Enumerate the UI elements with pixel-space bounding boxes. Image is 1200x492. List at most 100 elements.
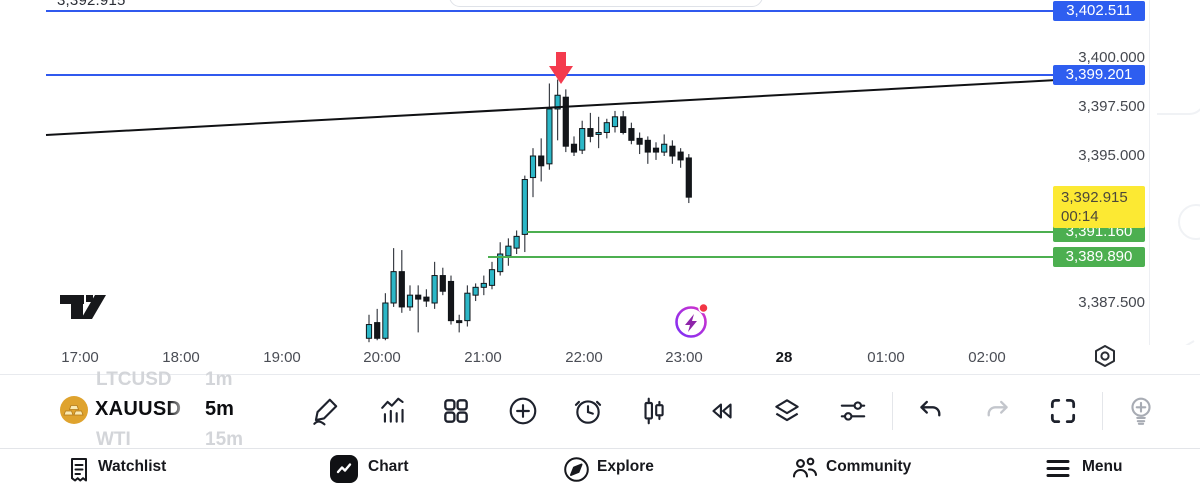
candle-down (439, 275, 446, 292)
blue-price-flag: 3,402.511 (1053, 1, 1145, 21)
time-axis[interactable]: 17:00 18:00 19:00 20:00 21:00 22:00 23:00 28 01:… (0, 345, 1200, 375)
carousel-prev-symbol: LTCUSD (96, 369, 172, 390)
candle-up (505, 245, 512, 257)
time-axis-label: 02:00 (968, 349, 1006, 366)
candle-down (620, 116, 627, 133)
indicators-icon (381, 397, 404, 423)
candle-down (636, 137, 643, 145)
chart-nav-icon (330, 455, 358, 483)
alarm-clock-icon (574, 400, 602, 424)
candle-down (570, 143, 578, 153)
fullscreen-button[interactable] (1046, 394, 1080, 428)
draw-tool-button[interactable] (308, 394, 342, 428)
chart-type-button[interactable] (636, 394, 670, 428)
candle-up (390, 271, 397, 304)
candle-up (365, 324, 373, 339)
community-icon (792, 457, 818, 478)
candle-down (456, 320, 463, 324)
object-settings-button[interactable] (836, 394, 870, 428)
lightbulb-plus-icon (1131, 397, 1151, 425)
candle-down (677, 151, 684, 161)
symbol-fade (168, 395, 194, 425)
candle-up (464, 292, 471, 322)
redo-button[interactable] (981, 394, 1015, 428)
time-axis-label: 22:00 (565, 349, 603, 366)
replay-button[interactable] (705, 394, 739, 428)
candle-down (669, 145, 676, 157)
price-axis-edge-line (1149, 0, 1150, 374)
time-axis-label: 18:00 (162, 349, 200, 366)
rewind-icon (712, 403, 732, 419)
divider (1102, 392, 1103, 430)
boost-icon[interactable] (675, 302, 709, 338)
trend-line[interactable] (45, 79, 1058, 136)
time-axis-label: 21:00 (464, 349, 502, 366)
blue-price-flag: 3,399.201 (1053, 65, 1145, 85)
templates-button[interactable] (439, 394, 473, 428)
candle-up (521, 179, 528, 235)
down-arrow-annotation[interactable] (549, 52, 573, 84)
time-axis-label: 19:00 (263, 349, 301, 366)
gold-symbol-icon (60, 396, 88, 424)
candles (365, 79, 692, 343)
nav-label: Menu (1082, 458, 1123, 475)
candle-up (595, 131, 602, 135)
carousel-next-symbol: WTI (96, 429, 131, 450)
nav-label: Chart (368, 458, 409, 475)
notification-dot (698, 302, 709, 314)
current-price: 3,392.915 (1061, 189, 1128, 206)
divider (892, 392, 893, 430)
candle-down (447, 280, 455, 322)
watchlist-icon (71, 458, 87, 482)
candle-down (652, 147, 660, 153)
carousel-prev-interval: 1m (205, 369, 233, 390)
chart-drawings[interactable] (45, 10, 1058, 258)
candle-up (611, 116, 619, 128)
candle-down (538, 155, 545, 167)
candle-up (546, 108, 553, 165)
sliders-icon (840, 401, 866, 421)
ghost-panel-shapes (1157, 108, 1200, 345)
candle-down (398, 271, 405, 308)
redo-icon (987, 400, 1008, 417)
price-scale-label: 3,395.000 (1078, 147, 1145, 164)
candle-up (529, 155, 537, 179)
chart-settings-icon[interactable] (1090, 343, 1120, 371)
layers-icon (775, 399, 799, 422)
undo-button[interactable] (913, 394, 947, 428)
nav-label: Explore (597, 458, 654, 475)
ideas-button[interactable] (1124, 394, 1158, 428)
symbol-button[interactable]: XAUUSD (95, 398, 182, 420)
floating-toolbar-pill[interactable] (449, 0, 763, 7)
candle-up (480, 282, 487, 288)
price-scale-label: 3,387.500 (1078, 294, 1145, 311)
pencil-icon (313, 398, 338, 426)
indicators-button[interactable] (377, 394, 411, 428)
candle-down (685, 157, 692, 198)
candle-up (497, 253, 504, 273)
candle-up (406, 294, 414, 308)
time-axis-label: 28 (775, 349, 793, 366)
time-axis-label: 01:00 (867, 349, 905, 366)
add-button[interactable] (506, 394, 540, 428)
green-price-flag: 3,389.890 (1053, 247, 1145, 267)
clipped-price-label: 3,392.915 (57, 0, 126, 9)
compass-icon (564, 457, 589, 482)
alert-button[interactable] (571, 394, 605, 428)
interval-button[interactable]: 5m (205, 398, 234, 420)
candle-up (603, 122, 610, 133)
candlestick-chart[interactable] (0, 0, 1200, 345)
candle-down (587, 128, 594, 137)
candle-up (488, 269, 496, 286)
time-axis-label: 20:00 (363, 349, 401, 366)
candlestick-icon (644, 397, 664, 425)
price-scale-label: 3,397.500 (1078, 98, 1145, 115)
candle-down (628, 128, 635, 141)
candle-down (562, 96, 569, 147)
current-price-label: 3,392.915 00:14 (1053, 186, 1145, 228)
layers-button[interactable] (770, 394, 804, 428)
plus-circle-icon (509, 397, 537, 425)
candle-down (423, 296, 430, 302)
chart-canvas[interactable]: 3,392.915 3,400.000 3,397.500 3,395.000 3,3… (0, 0, 1200, 374)
